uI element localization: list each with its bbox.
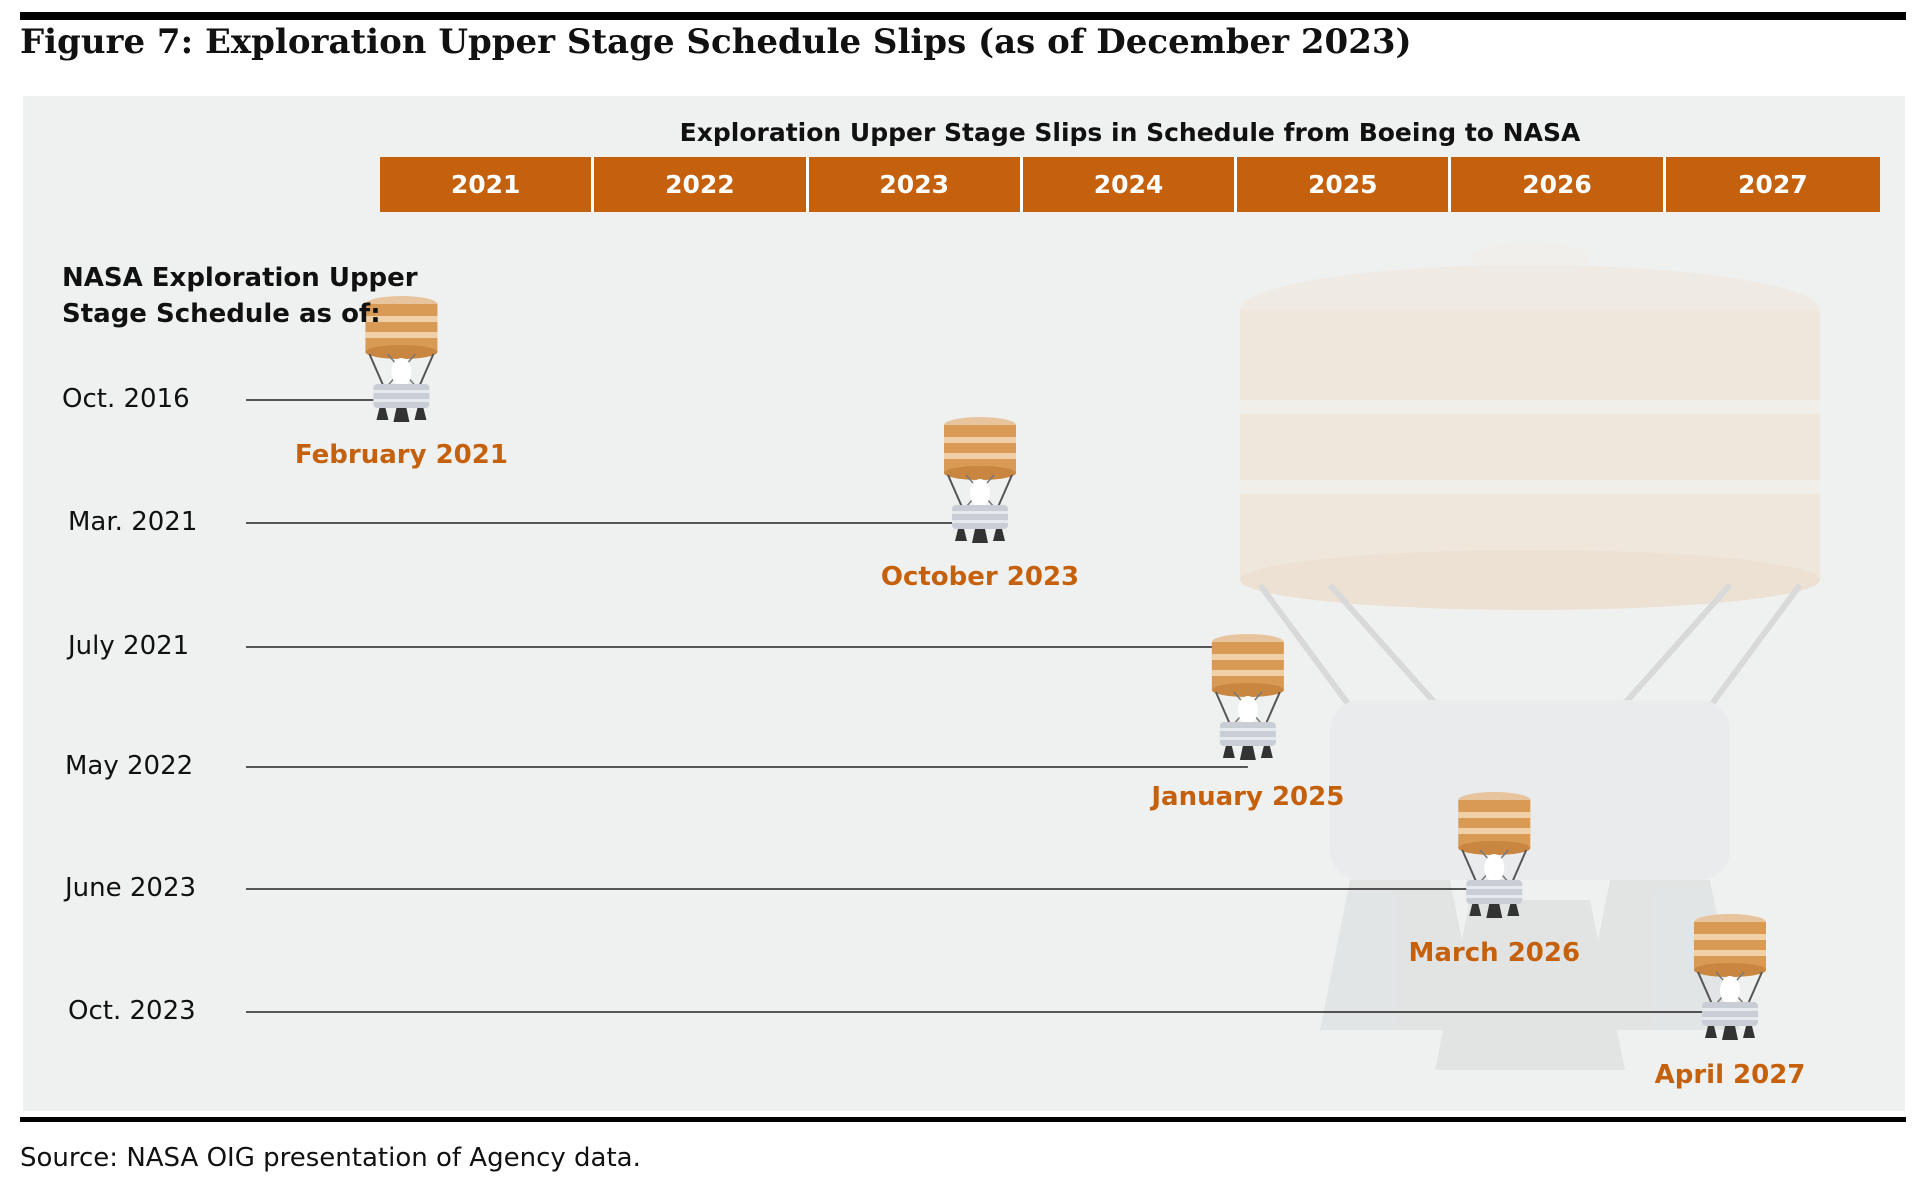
figure-title: Figure 7: Exploration Upper Stage Schedu… [20, 22, 1412, 62]
year-cell-2023: 2023 [808, 157, 1023, 212]
background-rocket-artwork [1240, 242, 1820, 1070]
year-cell-2027: 2027 [1665, 157, 1880, 212]
row-label-as-of: June 2023 [65, 873, 197, 903]
year-cell-2021: 2021 [380, 157, 595, 212]
chart-panel [23, 96, 1905, 1111]
chart-title: Exploration Upper Stage Slips in Schedul… [679, 118, 1581, 147]
schedule-label-line2: Stage Schedule as of: [62, 299, 381, 329]
row-label-as-of: Oct. 2023 [68, 996, 196, 1026]
year-cell-2026: 2026 [1451, 157, 1666, 212]
year-cell-2024: 2024 [1022, 157, 1238, 212]
bottom-rule [20, 1117, 1906, 1122]
row-label-as-of: Mar. 2021 [68, 507, 198, 537]
upper-stage-rocket-icon [943, 416, 1017, 544]
upper-stage-rocket-icon [1210, 633, 1285, 761]
milestone-date-label: February 2021 [294, 440, 508, 470]
schedule-as-of-label: NASA Exploration Upper Stage Schedule as… [62, 260, 418, 332]
source-note: Source: NASA OIG presentation of Agency … [20, 1143, 641, 1173]
milestone-date-label: January 2025 [1151, 782, 1345, 812]
top-rule [20, 12, 1906, 20]
row-label-as-of: May 2022 [65, 751, 194, 781]
milestone-date-label: April 2027 [1654, 1060, 1806, 1090]
row-label-as-of: July 2021 [68, 631, 190, 661]
milestone-date-label: October 2023 [880, 562, 1080, 592]
schedule-label-line1: NASA Exploration Upper [62, 263, 418, 293]
milestone-date-label: March 2026 [1408, 938, 1581, 968]
year-header: 2021 2022 2023 2024 2025 2026 2027 [380, 157, 1880, 212]
row-label-as-of: Oct. 2016 [62, 384, 190, 414]
year-cell-2025: 2025 [1237, 157, 1452, 212]
year-cell-2022: 2022 [594, 157, 809, 212]
